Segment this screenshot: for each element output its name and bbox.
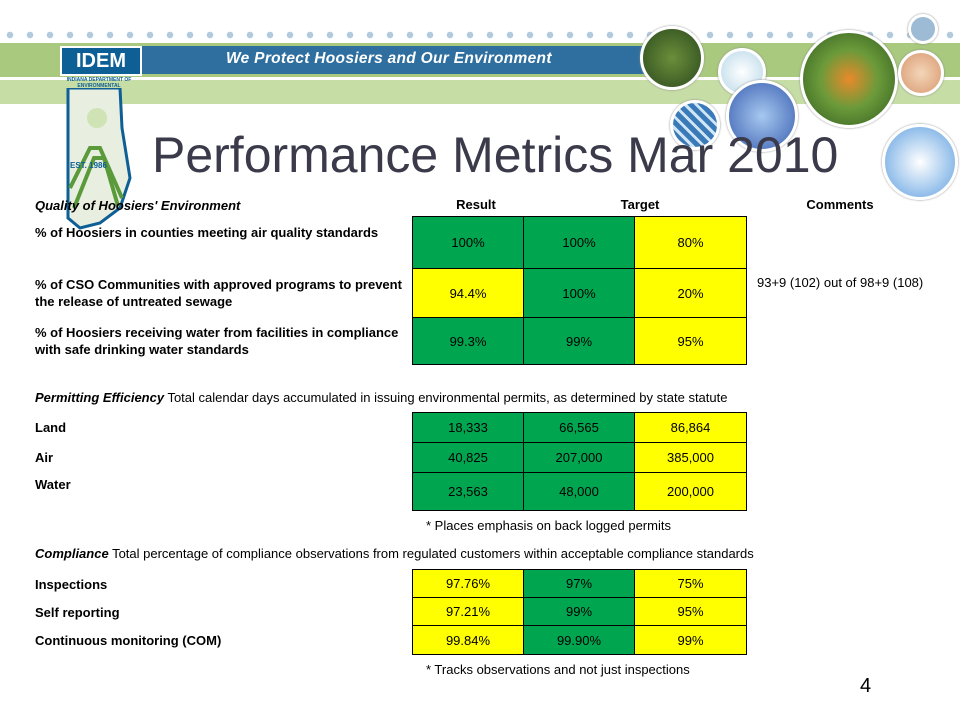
column-header-comments: Comments [806, 197, 874, 212]
compliance-third-cell: 99% [634, 625, 747, 655]
quality-row-label: % of Hoosiers receiving water from facil… [35, 325, 399, 357]
permitting-row-label: Water [35, 477, 71, 492]
compliance-note: * Tracks observations and not just inspe… [426, 662, 690, 677]
idem-logo: IDEM INDIANA DEPARTMENT OF ENVIRONMENTAL… [60, 46, 142, 230]
indiana-state-icon [66, 88, 132, 230]
permitting-result-cell: 18,333 [412, 412, 524, 443]
permitting-third-cell: 200,000 [634, 472, 747, 511]
permitting-third-cell: 86,864 [634, 412, 747, 443]
permitting-description: Total calendar days accumulated in issui… [164, 390, 728, 405]
quality-third-cell: 95% [634, 317, 747, 365]
permitting-title: Permitting Efficiency [35, 390, 165, 405]
permitting-note: * Places emphasis on back logged permits [426, 518, 671, 533]
decorative-photo-circle [670, 100, 720, 150]
compliance-description: Total percentage of compliance observati… [108, 546, 754, 561]
compliance-row-label: Inspections [35, 577, 108, 592]
quality-target-cell: 100% [523, 268, 635, 318]
quality-section-label: Quality of Hoosiers' Environment [35, 198, 241, 213]
compliance-third-cell: 95% [634, 597, 747, 626]
page-number: 4 [860, 675, 872, 697]
compliance-title: Compliance [35, 546, 109, 561]
compliance-result-cell: 99.84% [412, 625, 524, 655]
compliance-row-label: Self reporting [35, 605, 120, 620]
column-header-result: Result [456, 197, 496, 212]
quality-result-cell: 94.4% [412, 268, 524, 318]
permitting-section-header: Permitting Efficiency Total calendar day… [35, 390, 727, 405]
slogan-bar [130, 46, 670, 74]
logo-est-year: EST. 1986 [70, 161, 107, 170]
quality-comment: 93+9 (102) out of 98+9 (108) [757, 275, 924, 290]
column-header-target: Target [620, 197, 660, 212]
slogan-text: We Protect Hoosiers and Our Environment [226, 50, 552, 67]
compliance-section-header: Compliance Total percentage of complianc… [35, 546, 754, 561]
permitting-target-cell: 48,000 [523, 472, 635, 511]
permitting-target-cell: 66,565 [523, 412, 635, 443]
decorative-photo-circle [882, 124, 958, 200]
decorative-photo-circle [800, 30, 898, 128]
quality-third-cell: 80% [634, 216, 747, 269]
quality-target-cell: 100% [523, 216, 635, 269]
quality-third-cell: 20% [634, 268, 747, 318]
quality-result-cell: 99.3% [412, 317, 524, 365]
decorative-photo-circle [640, 26, 704, 90]
quality-row-label: % of Hoosiers in counties meeting air qu… [35, 225, 379, 240]
quality-result-cell: 100% [412, 216, 524, 269]
quality-target-cell: 99% [523, 317, 635, 365]
compliance-third-cell: 75% [634, 569, 747, 598]
permitting-row-label: Land [35, 420, 67, 435]
quality-row-label: % of CSO Communities with approved progr… [35, 277, 402, 309]
compliance-target-cell: 99.90% [523, 625, 635, 655]
permitting-target-cell: 207,000 [523, 442, 635, 473]
compliance-row-label: Continuous monitoring (COM) [35, 633, 222, 648]
decorative-dots [0, 28, 960, 42]
decorative-photo-circle [908, 14, 938, 44]
compliance-result-cell: 97.21% [412, 597, 524, 626]
decorative-photo-circle [898, 50, 944, 96]
permitting-third-cell: 385,000 [634, 442, 747, 473]
decorative-photo-circle [726, 80, 798, 152]
page-title: Performance Metrics Mar 2010 [152, 127, 839, 183]
permitting-row-label: Air [35, 450, 54, 465]
compliance-result-cell: 97.76% [412, 569, 524, 598]
permitting-result-cell: 40,825 [412, 442, 524, 473]
compliance-target-cell: 99% [523, 597, 635, 626]
permitting-result-cell: 23,563 [412, 472, 524, 511]
logo-wordmark: IDEM [60, 46, 142, 76]
compliance-target-cell: 97% [523, 569, 635, 598]
